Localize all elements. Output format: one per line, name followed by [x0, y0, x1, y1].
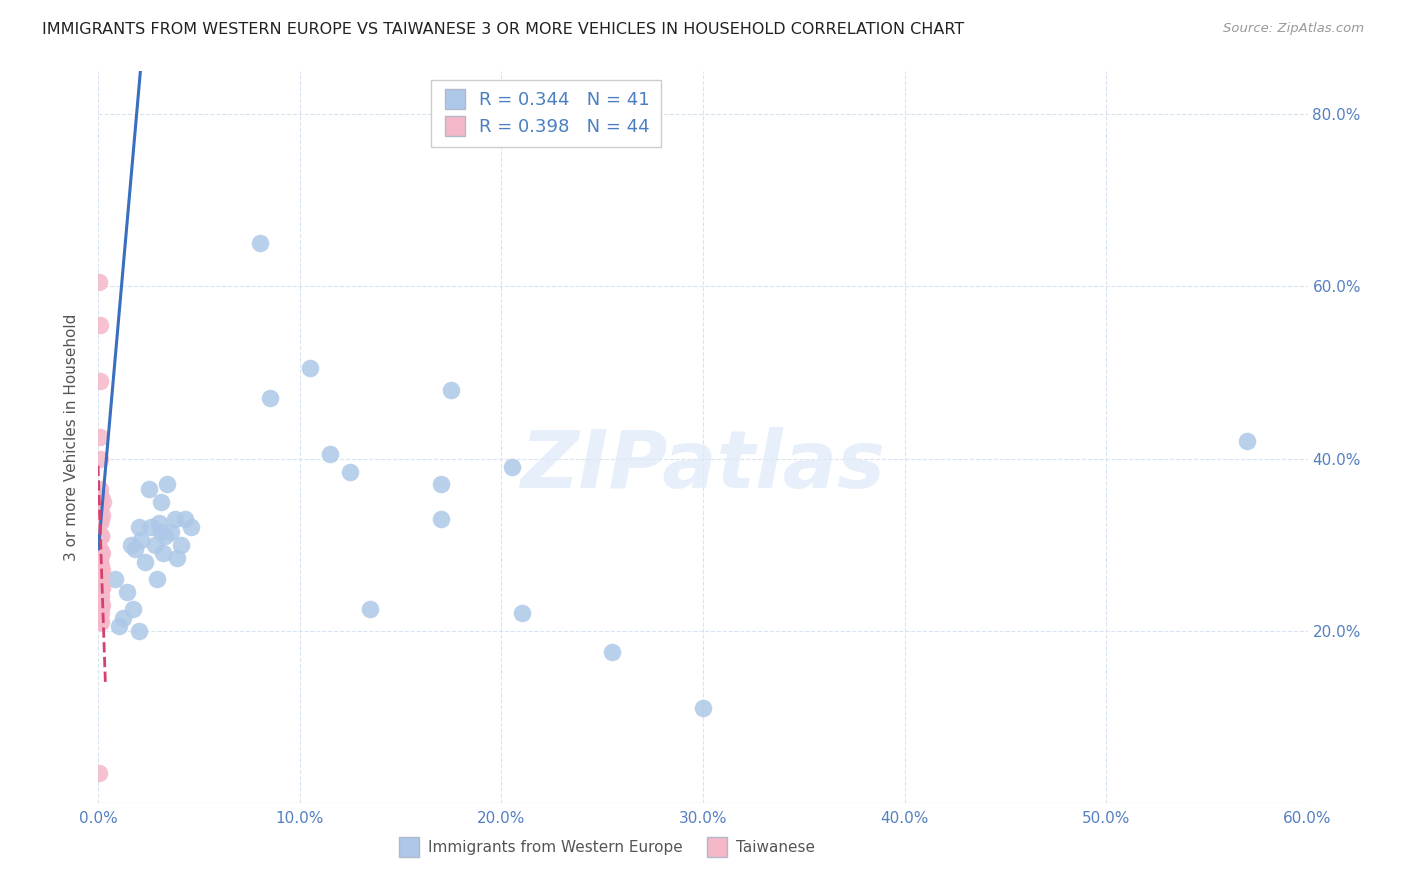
Point	[89, 564, 111, 578]
Point	[163, 512, 186, 526]
Text: IMMIGRANTS FROM WESTERN EUROPE VS TAIWANESE 3 OR MORE VEHICLES IN HOUSEHOLD CORR: IMMIGRANTS FROM WESTERN EUROPE VS TAIWAN…	[42, 22, 965, 37]
Point	[115, 585, 138, 599]
Point	[90, 598, 112, 612]
Point	[430, 477, 453, 491]
Point	[90, 615, 112, 629]
Point	[89, 491, 111, 505]
Point	[90, 529, 112, 543]
Point	[134, 555, 156, 569]
Point	[149, 524, 172, 539]
Point	[89, 516, 111, 530]
Point	[143, 538, 166, 552]
Point	[89, 585, 111, 599]
Point	[89, 602, 111, 616]
Point	[89, 430, 111, 444]
Point	[138, 482, 160, 496]
Point	[89, 550, 111, 565]
Point	[430, 512, 453, 526]
Point	[602, 645, 624, 659]
Point	[90, 499, 112, 513]
Point	[89, 275, 111, 289]
Point	[89, 765, 111, 780]
Point	[146, 572, 169, 586]
Point	[90, 607, 112, 621]
Point	[121, 602, 143, 616]
Point	[129, 533, 152, 548]
Point	[128, 624, 150, 638]
Point	[90, 564, 112, 578]
Point	[90, 546, 112, 560]
Point	[89, 482, 111, 496]
Point	[124, 541, 146, 556]
Point	[319, 447, 342, 461]
Point	[90, 581, 112, 595]
Point	[160, 524, 183, 539]
Point	[180, 520, 202, 534]
Point	[174, 512, 197, 526]
Point	[91, 508, 114, 522]
Point	[156, 477, 179, 491]
Point	[89, 374, 111, 388]
Point	[166, 550, 188, 565]
Text: Source: ZipAtlas.com: Source: ZipAtlas.com	[1223, 22, 1364, 36]
Point	[91, 494, 114, 508]
Point	[89, 529, 111, 543]
Y-axis label: 3 or more Vehicles in Household: 3 or more Vehicles in Household	[65, 313, 79, 561]
Point	[120, 538, 142, 552]
Point	[339, 465, 361, 479]
Point	[148, 516, 170, 530]
Point	[90, 529, 112, 543]
Point	[90, 581, 112, 595]
Point	[139, 520, 162, 534]
Point	[89, 589, 111, 603]
Point	[90, 546, 112, 560]
Point	[692, 701, 714, 715]
Point	[510, 607, 533, 621]
Point	[90, 559, 112, 574]
Point	[89, 451, 111, 466]
Point	[89, 541, 111, 556]
Text: ZIPatlas: ZIPatlas	[520, 427, 886, 506]
Point	[249, 236, 271, 251]
Point	[89, 615, 111, 629]
Point	[299, 361, 322, 376]
Point	[360, 602, 382, 616]
Point	[170, 538, 193, 552]
Point	[128, 520, 150, 534]
Point	[89, 593, 111, 607]
Point	[149, 494, 172, 508]
Point	[89, 555, 111, 569]
Point	[89, 508, 111, 522]
Point	[259, 392, 281, 406]
Point	[1236, 434, 1258, 449]
Point	[501, 460, 523, 475]
Point	[90, 589, 112, 603]
Point	[89, 559, 111, 574]
Point	[111, 611, 134, 625]
Point	[89, 546, 111, 560]
Point	[89, 318, 111, 333]
Point	[90, 572, 112, 586]
Point	[103, 572, 125, 586]
Legend: Immigrants from Western Europe, Taiwanese: Immigrants from Western Europe, Taiwanes…	[391, 834, 821, 861]
Point	[152, 546, 174, 560]
Point	[89, 576, 111, 591]
Point	[440, 383, 463, 397]
Point	[90, 512, 112, 526]
Point	[90, 491, 112, 505]
Point	[107, 619, 129, 633]
Point	[89, 611, 111, 625]
Point	[90, 598, 112, 612]
Point	[153, 529, 176, 543]
Point	[89, 567, 111, 582]
